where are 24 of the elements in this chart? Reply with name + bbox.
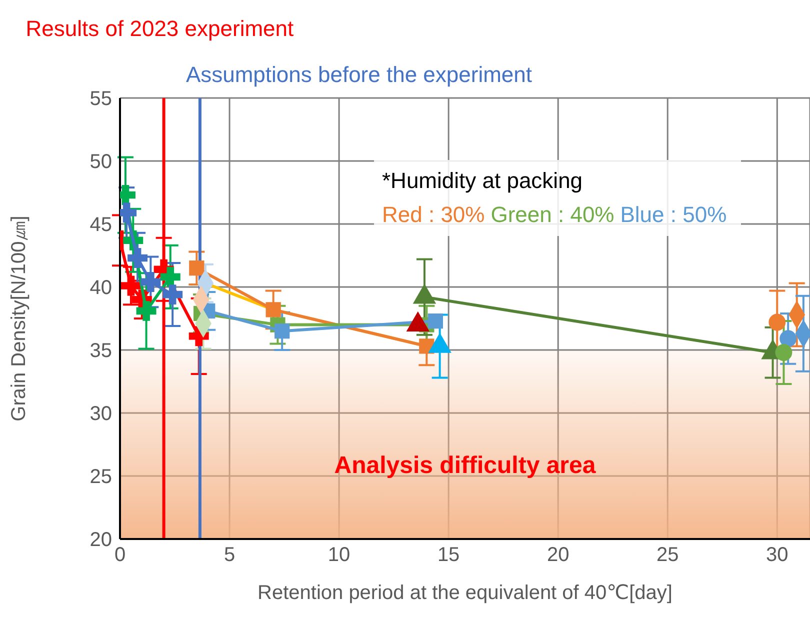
y-axis-title: Grain Density[N/100㎛] — [8, 216, 30, 422]
ref-line-label: Assumptions before the experiment — [186, 62, 532, 87]
x-tick-label: 30 — [766, 544, 788, 566]
ref-line-label: Results of 2023 experiment — [26, 16, 294, 41]
x-tick-label: 0 — [114, 544, 126, 566]
x-tick-label: 15 — [437, 544, 460, 566]
y-tick-label: 20 — [90, 529, 112, 552]
y-tick-label: 30 — [90, 403, 112, 426]
annotation: Blue : 50% — [620, 202, 727, 227]
y-tick-label: 55 — [90, 88, 112, 110]
y-tick-label: 50 — [90, 151, 112, 174]
annotation: Red : 30% — [382, 202, 485, 227]
x-tick-label: 10 — [328, 544, 350, 566]
y-tick-label: 45 — [90, 214, 112, 236]
x-tick-label: 25 — [656, 544, 679, 566]
annotation: *Humidity at packing — [382, 167, 584, 195]
y-tick-label: 40 — [90, 277, 112, 300]
x-axis-title: Retention period at the equivalent of 40℃[day] — [258, 582, 672, 604]
annotation: Green : 40% — [490, 202, 614, 227]
x-tick-label: 5 — [224, 544, 236, 566]
band-label: Analysis difficulty area — [334, 452, 596, 480]
y-tick-label: 25 — [90, 466, 112, 488]
y-tick-label: 35 — [90, 340, 112, 362]
x-tick-label: 20 — [546, 544, 570, 566]
